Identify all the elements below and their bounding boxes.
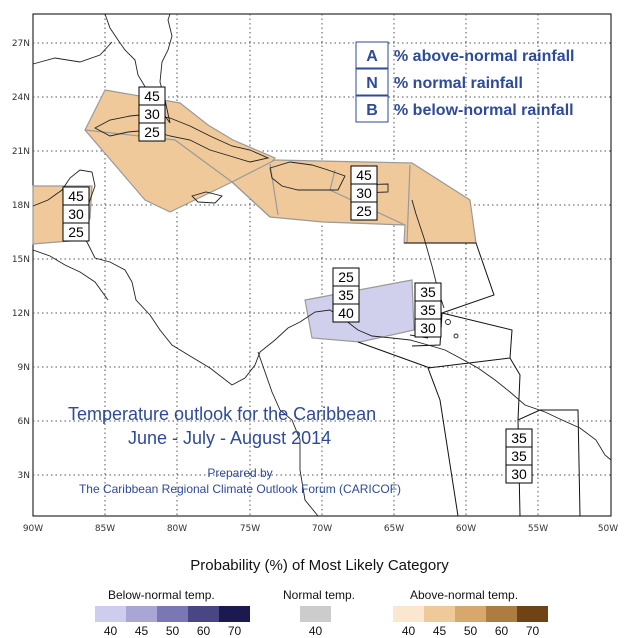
legend-swatch-label: 45 <box>134 624 149 638</box>
region-dividers <box>84 129 411 244</box>
lon-tick-label: 60W <box>456 524 476 534</box>
legend-swatch <box>95 606 126 622</box>
legend-swatch <box>486 606 517 622</box>
key-letter-below: B <box>366 102 378 119</box>
normal-prob: 35 <box>511 448 527 464</box>
below-prob: 30 <box>420 320 436 336</box>
value-box-central-america-belize: 45 30 25 <box>62 186 90 242</box>
below-prob: 40 <box>338 305 354 321</box>
normal-prob: 35 <box>420 302 436 318</box>
value-box-greater-antilles-east: 45 30 25 <box>350 165 378 221</box>
value-box-guianas: 35 35 30 <box>505 428 533 484</box>
lon-tick-label: 70W <box>312 524 332 534</box>
legend-swatch-label: 45 <box>432 624 447 638</box>
legend-swatch-label: 50 <box>463 624 478 638</box>
lat-tick-label: 3N <box>18 471 30 481</box>
below-prob: 25 <box>68 224 84 240</box>
lon-tick-label: 80W <box>167 524 187 534</box>
lat-tick-label: 27N <box>12 39 30 49</box>
probability-legend: Probability (%) of Most Likely Category … <box>0 548 639 638</box>
legend-swatch <box>126 606 157 622</box>
map-title-line1: Temperature outlook for the Caribbean <box>68 404 376 424</box>
lon-tick-label: 55W <box>528 524 548 534</box>
forecast-map: 27N 24N 21N 18N 15N 12N 9N 6N 3N 90W 85W… <box>12 13 618 534</box>
legend-swatch-label: 40 <box>103 624 118 638</box>
lat-tick-label: 9N <box>18 363 30 373</box>
legend-swatch <box>157 606 188 622</box>
category-key: A N B % above-normal rainfall % normal r… <box>355 41 575 123</box>
legend-swatch <box>424 606 455 622</box>
legend-swatch-label: 70 <box>227 624 242 638</box>
above-prob: 25 <box>338 269 354 285</box>
above-prob: 45 <box>356 167 372 183</box>
above-prob: 35 <box>420 284 436 300</box>
lat-tick-label: 18N <box>12 201 30 211</box>
value-box-abc-islands: 25 35 40 <box>332 267 360 323</box>
legend-swatch <box>219 606 250 622</box>
lon-tick-label: 65W <box>384 524 404 534</box>
above-prob: 45 <box>144 88 160 104</box>
above-prob: 45 <box>68 188 84 204</box>
legend-swatch-label: 60 <box>196 624 211 638</box>
key-text-normal: % normal rainfall <box>394 75 523 92</box>
prepared-by: Prepared by <box>207 466 272 480</box>
legend-heading: Probability (%) of Most Likely Category <box>190 557 449 574</box>
lon-tick-label: 90W <box>23 524 43 534</box>
legend-group-title-above: Above-normal temp. <box>410 588 519 602</box>
value-boxes: 45 30 25 45 30 25 45 30 25 25 35 40 <box>62 86 533 484</box>
lat-tick-label: 24N <box>12 93 30 103</box>
value-box-lesser-antilles: 35 35 30 <box>414 282 442 338</box>
lon-tick-label: 50W <box>598 524 618 534</box>
key-letter-normal: N <box>366 75 378 92</box>
normal-prob: 30 <box>144 106 160 122</box>
legend-swatch <box>517 606 548 622</box>
legend-group-title-normal: Normal temp. <box>283 588 356 602</box>
normal-prob: 30 <box>356 185 372 201</box>
forum-credit: The Caribbean Regional Climate Outlook F… <box>79 482 401 496</box>
lon-tick-label: 85W <box>95 524 115 534</box>
normal-prob: 30 <box>68 206 84 222</box>
lon-tick-label: 75W <box>240 524 260 534</box>
legend-swatch-label: 70 <box>525 624 540 638</box>
legend-swatch-label: 40 <box>401 624 416 638</box>
legend-swatch <box>300 606 331 622</box>
legend-swatch <box>188 606 219 622</box>
lat-tick-label: 6N <box>18 417 30 427</box>
key-letter-above: A <box>366 48 378 65</box>
normal-prob: 35 <box>338 287 354 303</box>
legend-swatch-label: 50 <box>165 624 180 638</box>
map-title-line2: June - July - August 2014 <box>128 428 331 448</box>
legend-swatch <box>393 606 424 622</box>
legend-swatch <box>455 606 486 622</box>
key-text-below: % below-normal rainfall <box>394 102 574 119</box>
below-prob: 25 <box>144 124 160 140</box>
lat-tick-label: 21N <box>12 147 30 157</box>
key-text-above: % above-normal rainfall <box>394 48 575 65</box>
below-prob: 25 <box>356 203 372 219</box>
above-prob: 35 <box>511 430 527 446</box>
legend-swatch-label: 40 <box>308 624 323 638</box>
lat-tick-label: 12N <box>12 309 30 319</box>
below-prob: 30 <box>511 466 527 482</box>
legend-group-title-below: Below-normal temp. <box>108 588 215 602</box>
lat-tick-label: 15N <box>12 255 30 265</box>
legend-swatch-label: 60 <box>494 624 509 638</box>
value-box-greater-antilles-west: 45 30 25 <box>138 86 166 142</box>
